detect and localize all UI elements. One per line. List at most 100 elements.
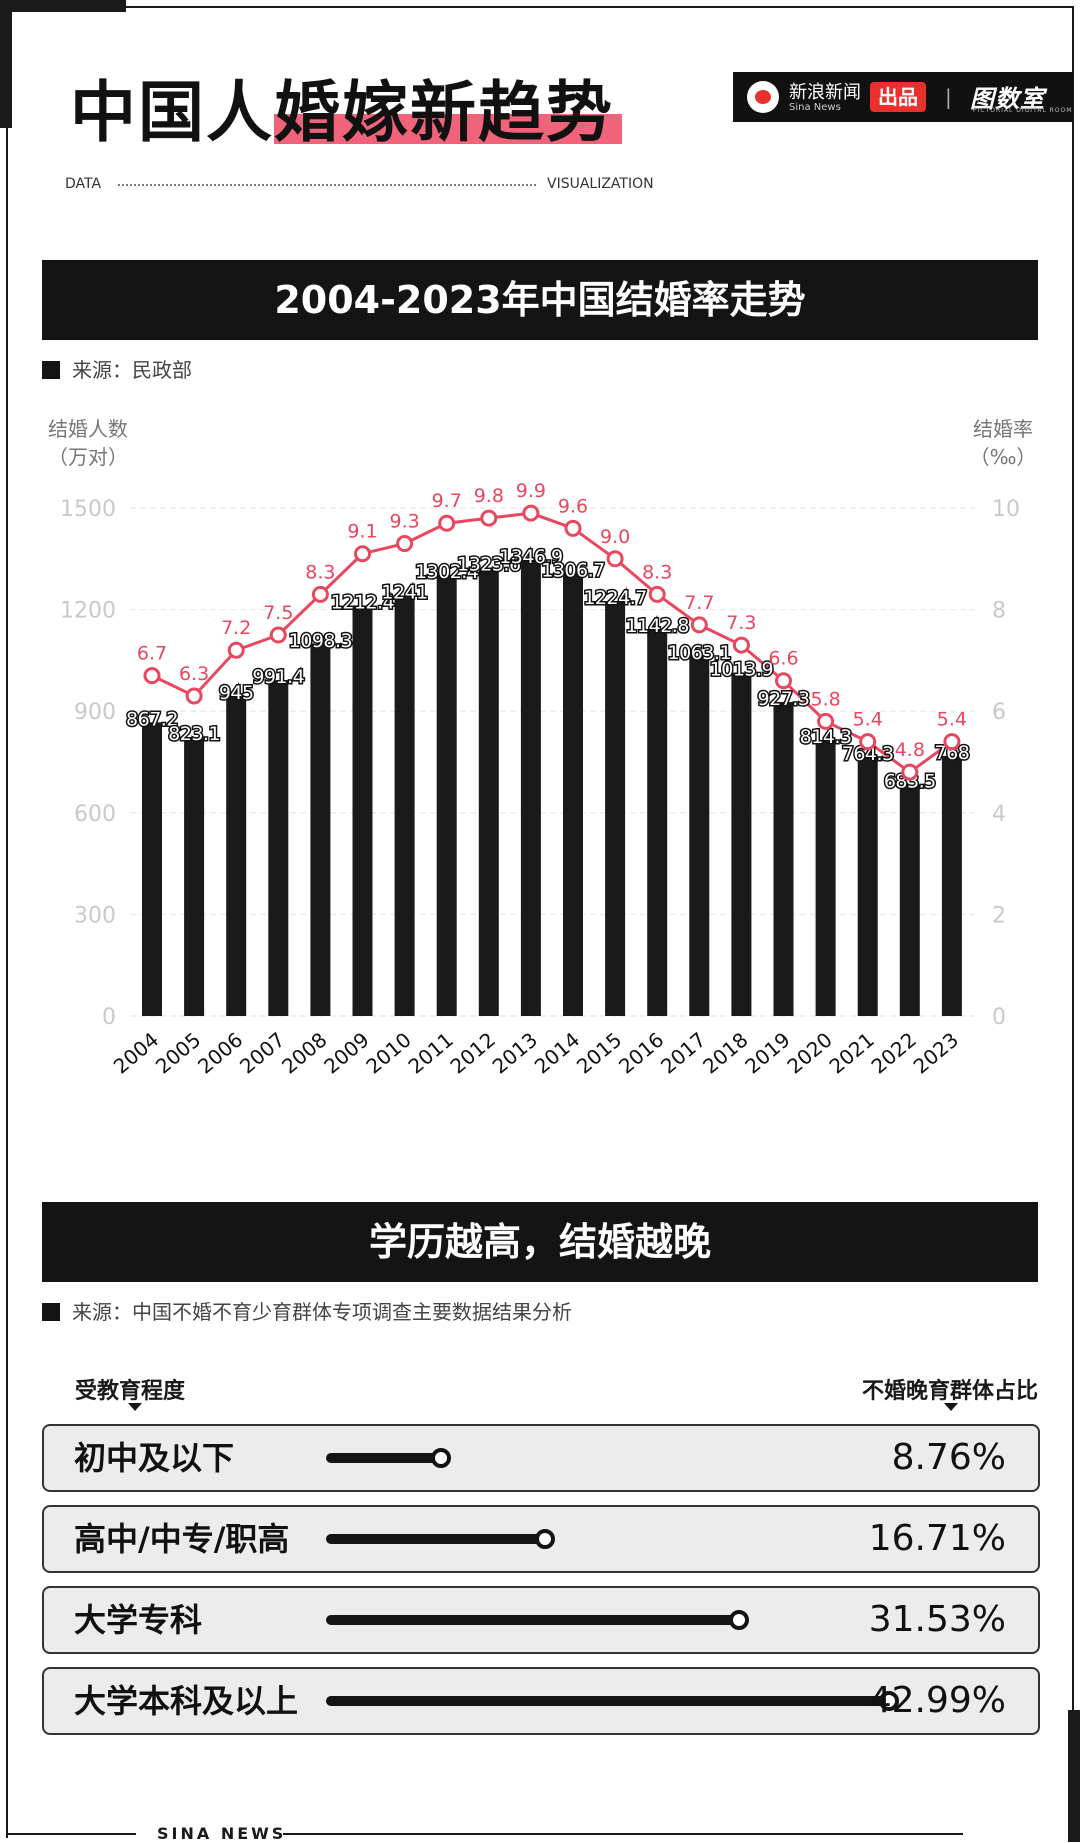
rate-point [775,672,792,690]
triangle-down-icon [944,1403,958,1411]
dotted-divider [118,184,536,186]
bar [563,573,583,1016]
y-tick-left: 600 [74,802,116,827]
education-row: 大学本科及以上 42.99% [42,1667,1040,1735]
bar [436,574,457,1016]
frame-top-line [126,6,1074,8]
y-tick-left: 300 [74,903,116,928]
rate-point [227,641,245,659]
rate-value-label: 7.5 [263,602,293,624]
rate-point [648,585,666,603]
rate-value-label: 4.8 [895,739,925,761]
bar-value-label: 768 [935,742,970,764]
rate-point [396,535,414,553]
x-tick-label: 2009 [319,1027,373,1078]
bar [352,605,373,1016]
rate-point [817,712,835,730]
bar-value-label: 1098.3 [289,630,352,652]
bar-value-label: 1212.4 [331,591,395,613]
y-axis-right-title: （‰） [970,445,1037,469]
x-tick-label: 2014 [530,1027,584,1078]
section1-banner: 2004-2023年中国结婚率走势 [42,260,1038,340]
rate-value-label: 9.1 [347,521,377,543]
y-tick-right: 2 [992,903,1006,928]
x-tick-label: 2022 [867,1027,921,1078]
frame-left-line [6,128,8,1838]
x-tick-label: 2018 [698,1027,752,1078]
rate-point [564,519,582,537]
x-tick-label: 2007 [235,1027,289,1078]
rate-point [901,763,919,781]
bar [184,737,205,1016]
y-tick-left: 900 [74,700,116,725]
footer-line-right [283,1833,963,1835]
brand-name-en: Sina News [789,102,841,113]
brand-bar: 新浪新闻 Sina News 出品 | 图数室 PICTORIAL DIGITA… [733,72,1073,122]
share-value: 42.99% [868,1680,1006,1721]
brand-badge: 出品 [870,82,926,112]
x-tick-label: 2005 [151,1027,205,1078]
data-label: DATA [65,176,102,192]
x-tick-label: 2008 [277,1027,331,1078]
column-header-share: 不婚晚育群体占比 [861,1379,1038,1404]
source-square-icon [42,1303,60,1321]
rate-value-label: 8.3 [642,561,672,583]
bar [142,722,162,1016]
rate-point [311,585,329,603]
bar [647,628,668,1016]
x-tick-label: 2023 [909,1027,963,1078]
x-tick-label: 2010 [361,1027,415,1078]
bar [394,595,415,1016]
rate-value-label: 9.8 [474,485,504,507]
share-value: 31.53% [868,1599,1006,1640]
bar [520,559,541,1016]
column-header-education: 受教育程度 [75,1379,186,1404]
section2-source-text: 来源：中国不婚不育少育群体专项调查主要数据结果分析 [72,1300,572,1324]
x-tick-label: 2006 [193,1027,247,1078]
section2-source: 来源：中国不婚不育少育群体专项调查主要数据结果分析 [42,1296,572,1325]
rate-point [269,626,287,644]
x-tick-label: 2016 [614,1027,668,1078]
bar-value-label: 1241 [381,582,427,604]
bar [899,784,920,1016]
bar [605,601,626,1016]
title-highlight: 婚嫁新趋势 [274,78,622,148]
section1-source: 来源：民政部 [42,354,192,383]
bar-value-label: 945 [219,682,254,704]
visualization-label: VISUALIZATION [547,176,654,192]
bar [689,655,710,1016]
marriage-chart: 结婚人数 （万对） 结婚率 （‰） 0 300 600 900 1200 1500 0 2 4 6 8 10 2… [48,417,1037,1079]
rate-value-label: 9.7 [432,490,462,512]
rate-point [143,667,161,685]
y-axis-left-title: （万对） [48,445,128,469]
rate-point [943,733,961,751]
brand-name-cn: 新浪新闻 [789,82,861,103]
rate-point [354,545,371,563]
share-bar [326,1453,441,1463]
y-tick-right: 4 [992,802,1006,827]
frame-right-line [1072,6,1074,1711]
x-tick-label: 2020 [782,1027,836,1078]
bar [941,755,962,1016]
share-bar [326,1615,740,1625]
rate-value-label: 6.7 [137,643,167,665]
source-square-icon [42,361,60,379]
education-row: 高中/中专/职高 16.71% [42,1505,1040,1573]
bar-value-label: 1013.9 [710,659,773,681]
rate-value-label: 9.0 [600,526,630,548]
bar [731,672,752,1016]
rate-value-label: 9.6 [558,495,588,517]
bar-value-label: 867.2 [126,708,178,730]
education-label: 高中/中专/职高 [74,1520,290,1558]
title-plain: 中国人 [70,74,274,151]
share-bar-end-dot [879,1691,900,1711]
rate-value-label: 7.2 [221,617,251,639]
bar [815,740,836,1016]
x-tick-label: 2012 [446,1027,500,1078]
x-tick-label: 2015 [572,1027,626,1078]
page-title: 中国人 婚嫁新趋势 [70,74,622,151]
bar-value-label: 1142.8 [625,615,688,637]
share-bar-end-dot [534,1529,555,1549]
x-tick-label: 2021 [824,1027,878,1078]
rate-point [859,733,877,751]
